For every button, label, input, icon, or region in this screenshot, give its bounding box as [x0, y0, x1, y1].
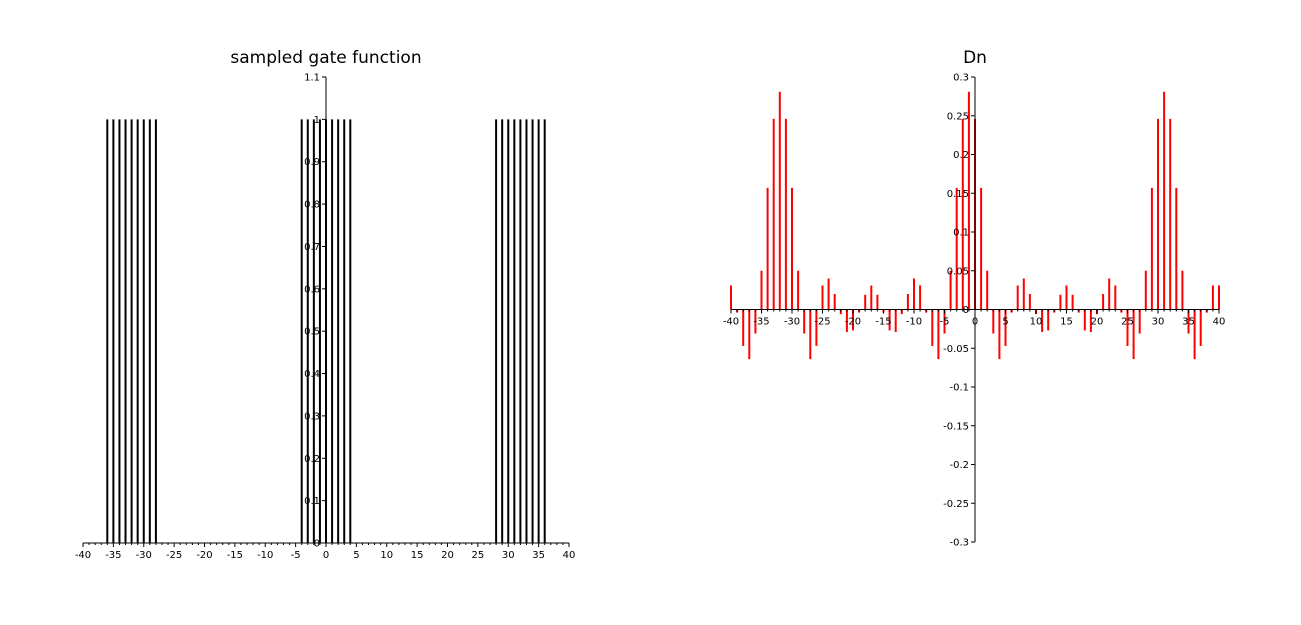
chart-title: Dn	[963, 48, 987, 68]
x-tick-label: 10	[380, 550, 393, 561]
x-tick-label: -20	[196, 550, 212, 561]
y-tick-label: 1	[314, 115, 320, 126]
x-tick-label: 25	[1121, 317, 1134, 328]
y-tick-label: 0.1	[304, 496, 320, 507]
x-tick-label: 15	[411, 550, 424, 561]
axes: -40 -35 -30 -25 -20 -15 -10 -5 0 5 10 15 20 25 30 35 40 -…	[723, 73, 1226, 549]
x-tick-label: -35	[105, 550, 121, 561]
x-tick-label: 40	[1213, 317, 1226, 328]
y-tick-label: 0.25	[947, 111, 969, 122]
y-tick-label: -0.1	[949, 383, 969, 394]
x-tick-label: -15	[227, 550, 243, 561]
y-tick-label: 0.7	[304, 242, 320, 253]
x-tick-label: -5	[291, 550, 301, 561]
x-tick-label: 30	[502, 550, 515, 561]
y-tick-label: -0.15	[943, 421, 969, 432]
y-tick-label: 0.3	[953, 73, 969, 84]
x-tick-label: 5	[1002, 317, 1008, 328]
x-tick-label: -10	[906, 317, 922, 328]
y-tick-label: 0.6	[304, 284, 320, 295]
chart-dn: Dn -40 -35 -30 -25 -20 -15 -10 -5 0 5 10 15 20 25 30 35…	[723, 48, 1226, 549]
x-tick-label: -20	[845, 317, 861, 328]
chart-title: sampled gate function	[230, 48, 421, 68]
x-tick-label: 35	[532, 550, 545, 561]
x-tick-label: -25	[166, 550, 182, 561]
y-tick-label: 0.15	[947, 189, 969, 200]
y-tick-label: 0.1	[953, 228, 969, 239]
y-tick-label: 0	[963, 305, 969, 316]
y-tick-label: 0.5	[304, 327, 320, 338]
axes: -40 -35 -30 -25 -20 -15 -10 -5 0 5 10 15 20 25 30 35 400…	[75, 73, 576, 562]
x-tick-label: 40	[563, 550, 576, 561]
x-tick-label: 35	[1182, 317, 1195, 328]
x-tick-label: 30	[1152, 317, 1165, 328]
chart-sampled-gate-function: sampled gate function -40 -35 -30 -25 -20 -15…	[75, 48, 576, 561]
y-tick-label: 0	[314, 539, 320, 550]
x-tick-label: 15	[1060, 317, 1073, 328]
x-tick-label: -30	[136, 550, 152, 561]
y-tick-label: -0.3	[949, 538, 969, 549]
y-tick-label: -0.25	[943, 499, 969, 510]
y-tick-label: 0.9	[304, 157, 320, 168]
x-tick-label: 10	[1030, 317, 1043, 328]
y-tick-label: 0.3	[304, 411, 320, 422]
x-tick-label: -5	[940, 317, 950, 328]
x-tick-label: -35	[753, 317, 769, 328]
x-tick-label: 5	[353, 550, 359, 561]
y-tick-label: 0.2	[953, 150, 969, 161]
y-tick-label: 0.2	[304, 454, 320, 465]
x-tick-label: -10	[257, 550, 273, 561]
y-tick-label: 0.8	[304, 200, 320, 211]
x-tick-label: 0	[323, 550, 329, 561]
y-tick-label: 0.4	[304, 369, 320, 380]
x-tick-label: 25	[472, 550, 485, 561]
x-tick-label: -40	[75, 550, 91, 561]
x-tick-label: -15	[875, 317, 891, 328]
x-tick-label: -25	[814, 317, 830, 328]
y-tick-label: -0.05	[943, 344, 969, 355]
x-tick-label: 20	[441, 550, 454, 561]
x-tick-label: -30	[784, 317, 800, 328]
y-tick-label: -0.2	[949, 460, 969, 471]
x-tick-label: -40	[723, 317, 739, 328]
y-tick-label: 0.05	[947, 266, 969, 277]
y-tick-label: 1.1	[304, 73, 320, 84]
x-tick-label: 20	[1091, 317, 1104, 328]
